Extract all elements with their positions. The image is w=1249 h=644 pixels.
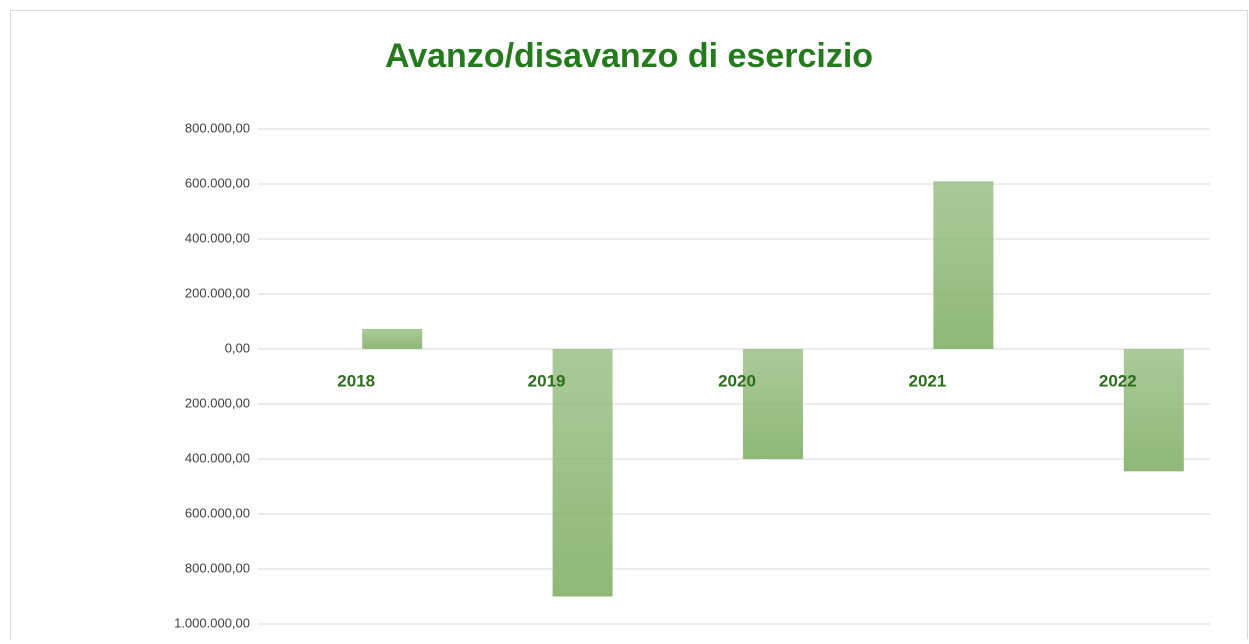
bar (552, 349, 613, 597)
y-tick-label: 200.000,00 (185, 395, 250, 410)
x-tick-label: 2022 (1099, 371, 1137, 390)
y-tick-label: 1.000.000,00 (174, 615, 250, 630)
y-tick-label: 400.000,00 (185, 450, 250, 465)
x-tick-label: 2019 (528, 371, 566, 390)
bar (743, 349, 803, 459)
chart-title: Avanzo/disavanzo di esercizio (385, 37, 873, 75)
bar (362, 328, 423, 349)
y-tick-label: 200.000,00 (185, 285, 250, 300)
x-tick-label: 2021 (908, 371, 946, 390)
x-tick-label: 2020 (718, 371, 756, 390)
y-tick-label: 600.000,00 (185, 505, 250, 520)
y-tick-label: 600.000,00 (185, 175, 250, 190)
y-tick-label: 800.000,00 (185, 120, 250, 135)
y-tick-label: 800.000,00 (185, 560, 250, 575)
chart-frame (10, 10, 1248, 644)
bar (933, 181, 994, 349)
y-tick-label: 0,00 (225, 340, 250, 355)
bar (1123, 349, 1184, 472)
y-tick-label: 400.000,00 (185, 230, 250, 245)
x-tick-label: 2018 (337, 371, 375, 390)
